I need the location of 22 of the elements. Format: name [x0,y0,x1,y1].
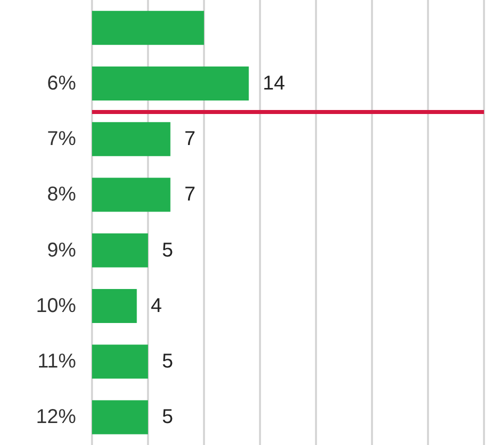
data-label: 14 [262,72,286,94]
y-tick-label: 6% [47,72,76,94]
bar [92,178,170,212]
data-label: 7 [184,128,196,150]
y-tick-label: 9% [47,239,76,262]
y-tick-label: 7% [47,128,76,150]
bar [92,400,148,434]
y-tick-label: 10% [36,294,76,317]
bar [92,66,249,100]
data-label: 5 [162,350,174,373]
bar [92,344,148,379]
data-label: 4 [150,294,162,317]
bar [92,233,148,268]
y-tick-label: 8% [47,184,76,206]
bar [92,288,137,323]
data-label: 5 [162,406,174,428]
bar [92,122,170,156]
data-label: 7 [184,184,196,206]
y-tick-label: 11% [37,350,76,373]
data-label: 5 [162,239,174,262]
y-tick-label: 12% [36,406,76,428]
bar [92,10,204,45]
